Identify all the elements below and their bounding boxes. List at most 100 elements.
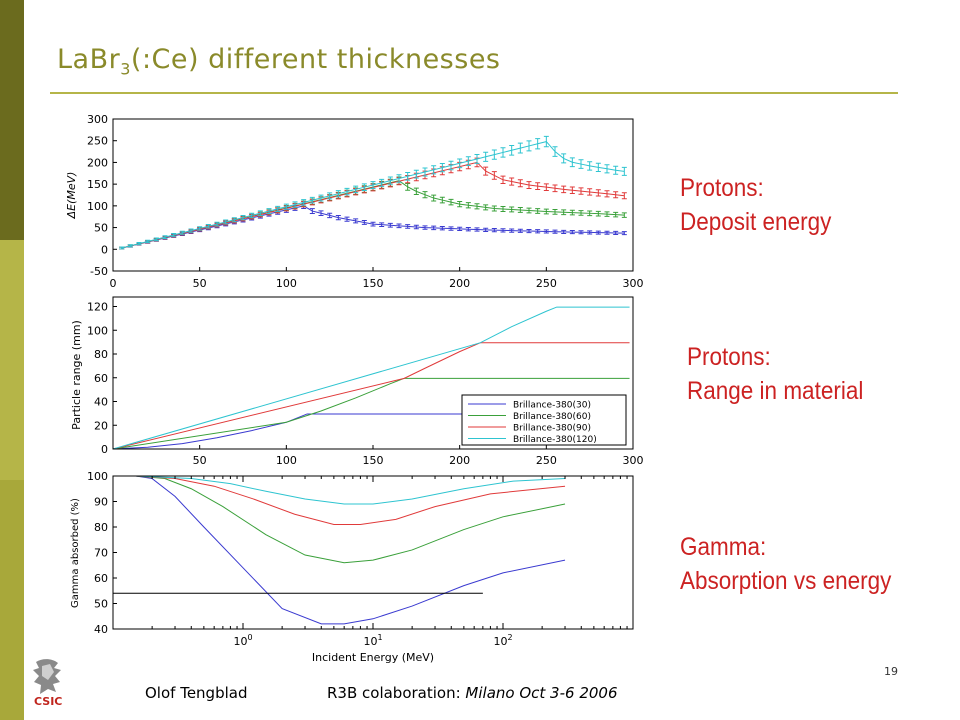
chart1-error-bar [431, 225, 437, 231]
chart1-error-bar [457, 200, 463, 208]
chart3-xtick-label: 100 [233, 633, 252, 648]
chart1-xtick-label: 100 [276, 277, 297, 290]
chart1-xtick-label: 200 [449, 277, 470, 290]
chart1-error-bar [257, 210, 263, 217]
chart1-error-bar [413, 187, 419, 196]
chart1-error-bar [379, 222, 385, 228]
chart1-error-bar [526, 228, 532, 234]
chart1-error-bar [405, 224, 411, 229]
chart1-ytick-label: 50 [94, 222, 108, 235]
chart1-error-bar [439, 196, 445, 204]
chart1-error-bar [387, 176, 393, 185]
chart3-ytick-label: 60 [94, 572, 108, 585]
chart1-error-bar [526, 140, 532, 152]
chart1-error-bar [543, 135, 549, 148]
chart1-error-bar [569, 209, 575, 216]
slide-title: LaBr3(:Ce) different thicknesses [57, 44, 501, 79]
annotation-protons-deposit: Protons: Deposit energy [680, 174, 832, 236]
chart1-error-bar [604, 211, 610, 217]
chart1-error-bar [119, 246, 125, 250]
chart1-error-bar [491, 149, 497, 160]
chart1-error-bar [379, 178, 385, 187]
chart1-error-bar [535, 208, 541, 214]
chart1-xtick-label: 300 [623, 277, 644, 290]
chart3-xtick-label: 102 [493, 633, 512, 648]
chart1-error-bar [318, 210, 324, 217]
chart1-error-bar [604, 190, 610, 198]
chart1-error-bar [197, 226, 203, 231]
chart3-ytick-label: 40 [94, 623, 108, 636]
chart1-error-bar [145, 239, 151, 244]
chart1-error-bar [266, 208, 272, 214]
chart1-error-bar [396, 223, 402, 229]
chart3-ytick-label: 90 [94, 496, 108, 509]
chart1-error-bar [561, 185, 567, 194]
chart1-error-bar [526, 181, 532, 189]
chart1-error-bar [543, 229, 549, 234]
footer-author: Olof Tengblad [145, 684, 248, 702]
chart1-error-bar [595, 189, 601, 197]
chart1-ytick-label: 250 [87, 135, 108, 148]
chart2-xtick-label: 300 [623, 454, 644, 467]
chart1-error-bar [509, 206, 515, 213]
chart1-error-bar [457, 158, 463, 169]
chart2-ytick-label: 80 [94, 348, 108, 361]
title-rule [50, 92, 898, 94]
chart1-error-bar [578, 210, 584, 216]
chart2-xtick-label: 200 [449, 454, 470, 467]
chart2-legend-label: Brillance-380(30) [513, 401, 591, 411]
chart1-error-bar [370, 221, 376, 227]
chart1-error-bar [535, 138, 541, 150]
chart1-error-bar [335, 214, 341, 221]
chart2-ylabel: Particle range (mm) [70, 320, 83, 430]
chart1-error-bar [301, 199, 307, 206]
annotation-gamma-absorption: Gamma: Absorption vs energy [680, 533, 892, 595]
chart1-error-bar [569, 186, 575, 194]
chart1-error-bar [431, 165, 437, 175]
chart2-ytick-label: 100 [87, 324, 108, 337]
chart1-error-bar [500, 175, 506, 184]
chart1-error-bar [448, 160, 454, 171]
chart1-ytick-label: -50 [90, 265, 108, 278]
chart1-error-bar [552, 229, 558, 234]
chart3-xlabel: Incident Energy (MeV) [312, 651, 434, 664]
chart1-error-bar [205, 223, 211, 229]
chart3-series-3-line [135, 475, 566, 525]
chart1-error-bar [578, 159, 584, 169]
footer-event: R3B colaboration: Milano Oct 3-6 2006 [327, 684, 618, 702]
chart1-error-bar [361, 220, 367, 225]
chart1-error-bar [509, 144, 515, 156]
chart1-error-bar [535, 182, 541, 190]
chart1-ytick-label: 100 [87, 200, 108, 213]
chart1-error-bar [231, 217, 237, 223]
chart1-error-bar [405, 172, 411, 181]
chart3-ytick-label: 70 [94, 547, 108, 560]
chart1-error-bar [621, 212, 627, 218]
chart2-xtick-label: 250 [536, 454, 557, 467]
chart1-error-bar [509, 228, 515, 233]
chart1-error-bar [353, 185, 359, 194]
chart1-error-bar [465, 156, 471, 167]
chart2-ytick-label: 60 [94, 372, 108, 385]
chart3-series-2-line [135, 475, 566, 564]
chart1-error-bar [613, 191, 619, 199]
chart2-series-4-line [112, 306, 630, 450]
chart1-error-bar [223, 219, 229, 225]
chart1-error-bar [249, 212, 255, 219]
chart3-ytick-label: 100 [87, 470, 108, 483]
chart1-error-bar [543, 183, 549, 192]
chart1-error-bar [465, 202, 471, 209]
chart1-error-bar [275, 205, 281, 212]
chart2-xtick-label: 100 [276, 454, 297, 467]
chart1-error-bar [483, 204, 489, 211]
chart1-error-bar [292, 201, 298, 208]
chart2-ytick-label: 120 [87, 301, 108, 314]
chart1-error-bar [439, 226, 445, 231]
chart2-legend: Brillance-380(30)Brillance-380(60) Brilla… [461, 394, 627, 446]
chart1-error-bar [344, 216, 350, 222]
chart2-legend-label: Brillance-380(90) [513, 424, 591, 434]
chart1-error-bar [517, 207, 523, 213]
chart1-error-bar [500, 205, 506, 212]
chart1-error-bar [595, 210, 601, 217]
